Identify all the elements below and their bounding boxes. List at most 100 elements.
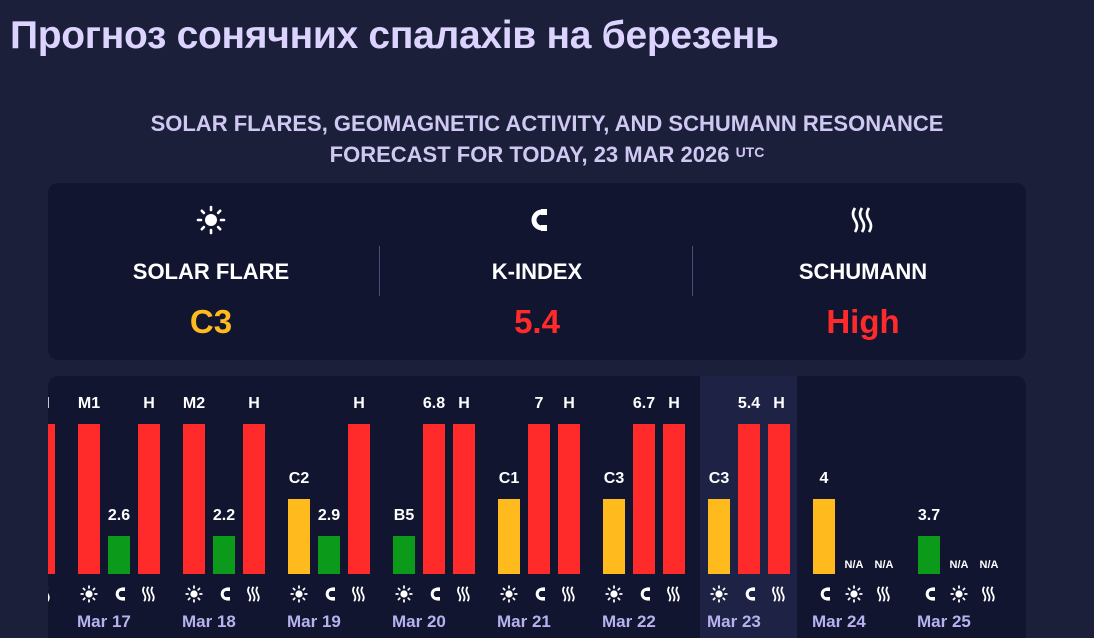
divider: [379, 246, 380, 296]
bar-value-label: C3: [708, 470, 730, 487]
forecast-day[interactable]: M2 2.2 H Mar 18: [153, 376, 265, 638]
magnet-icon: [423, 583, 445, 605]
waves-icon: [663, 583, 685, 605]
bar-value-label: 7: [534, 395, 544, 412]
forecast-bar: [528, 424, 550, 574]
not-available-label: N/A: [949, 559, 969, 571]
waves-icon: [453, 583, 475, 605]
forecast-day[interactable]: M1 2.6 H Mar 17: [48, 376, 160, 638]
waves-icon: [558, 583, 580, 605]
bar-value-label: M2: [182, 395, 206, 412]
bar-value-label: C2: [288, 470, 310, 487]
forecast-bar: [48, 424, 55, 574]
day-date-label: Mar 18: [182, 612, 236, 631]
forecast-bar: [603, 499, 625, 574]
forecast-bar: [213, 536, 235, 574]
day-date-label: Mar 20: [392, 612, 446, 631]
forecast-chart[interactable]: H M1 2.6 H Mar 17 M2 2.2 H Mar 18 C2 2.9 H Mar 19 B5 6…: [48, 376, 1026, 638]
summary-value: 5.4: [514, 303, 560, 340]
bar-value-label: C1: [498, 470, 520, 487]
bar-value-label: 6.7: [632, 395, 656, 412]
day-date-label: Mar 19: [287, 612, 341, 631]
sun-icon: [603, 583, 625, 605]
forecast-bar: [918, 536, 940, 574]
sun-icon: [948, 583, 970, 605]
bar-value-label: 5.4: [737, 395, 761, 412]
day-date-label: Mar 25: [917, 612, 971, 631]
magnet-icon: [813, 583, 835, 605]
forecast-bar: [558, 424, 580, 574]
day-date-label: Mar 22: [602, 612, 656, 631]
sun-icon: [708, 583, 730, 605]
bar-value-label: H: [458, 395, 470, 412]
forecast-day[interactable]: C2 2.9 H Mar 19: [258, 376, 370, 638]
waves-icon: [48, 583, 55, 605]
magnet-icon: [213, 583, 235, 605]
sun-icon: [498, 583, 520, 605]
waves-icon: [348, 583, 370, 605]
bar-value-label: 4: [819, 470, 829, 487]
forecast-day[interactable]: B5 6.8 H Mar 20: [363, 376, 475, 638]
sun-icon: [393, 583, 415, 605]
waves-icon: [243, 583, 265, 605]
forecast-bar: [108, 536, 130, 574]
magnet-icon: [318, 583, 340, 605]
bar-value-label: H: [353, 395, 365, 412]
bar-value-label: H: [143, 395, 155, 412]
not-available-label: N/A: [874, 559, 894, 571]
forecast-bar: [633, 424, 655, 574]
forecast-subtitle: SOLAR FLARES, GEOMAGNETIC ACTIVITY, AND …: [0, 108, 1094, 170]
waves-icon: [700, 205, 1026, 235]
bar-value-label: 6.8: [422, 395, 446, 412]
bar-value-label: H: [48, 395, 64, 413]
forecast-bar: [453, 424, 475, 574]
forecast-bar: [423, 424, 445, 574]
subtitle-line-2: FORECAST FOR TODAY, 23 MAR 2026 UTC: [0, 139, 1094, 170]
waves-icon: [873, 583, 895, 605]
bar-value-label: H: [563, 395, 575, 412]
bar-value-label: 2.6: [107, 507, 131, 524]
magnet-icon: [528, 583, 550, 605]
forecast-bar: [498, 499, 520, 574]
bar-value-label: H: [773, 395, 785, 412]
summary-value: C3: [189, 303, 233, 340]
bar-value-label: 3.7: [917, 507, 941, 524]
summary-value: High: [826, 303, 900, 340]
forecast-bar: [78, 424, 100, 574]
summary-solar-flare: SOLAR FLARE C3: [48, 183, 374, 360]
day-date-label: Mar 17: [77, 612, 131, 631]
magnet-icon: [738, 583, 760, 605]
day-date-label: Mar 21: [497, 612, 551, 631]
bar-value-label: H: [668, 395, 680, 412]
subtitle-line-1: SOLAR FLARES, GEOMAGNETIC ACTIVITY, AND …: [150, 111, 944, 136]
waves-icon: [138, 583, 160, 605]
forecast-day[interactable]: C1 7 H Mar 21: [468, 376, 580, 638]
bar-value-label: C3: [603, 470, 625, 487]
forecast-bar: [768, 424, 790, 574]
forecast-bar: [813, 499, 835, 574]
forecast-bar: [183, 424, 205, 574]
divider: [692, 246, 693, 296]
magnet-icon: [108, 583, 130, 605]
bar-value-label: 2.2: [212, 507, 236, 524]
today-summary-panel: SOLAR FLARE C3 K-INDEX 5.4 SCHUMANN High: [48, 183, 1026, 360]
forecast-bar: [708, 499, 730, 574]
forecast-day[interactable]: C3 5.4 H Mar 23: [678, 376, 790, 638]
sun-icon: [183, 583, 205, 605]
forecast-day[interactable]: 3.7 N/A N/A Mar 25: [888, 376, 998, 638]
timezone-label: UTC: [735, 144, 765, 160]
waves-icon: [768, 583, 790, 605]
page-title: Прогноз сонячних спалахів на березень: [10, 14, 779, 57]
summary-schumann: SCHUMANN High: [700, 183, 1026, 360]
sun-icon: [843, 583, 865, 605]
subtitle-date: FORECAST FOR TODAY, 23 MAR 2026: [329, 142, 730, 167]
forecast-bar: [243, 424, 265, 574]
bar-value-label: 2.9: [317, 507, 341, 524]
bar-value-label: B5: [393, 507, 415, 524]
not-available-label: N/A: [979, 559, 999, 571]
forecast-bar: [663, 424, 685, 574]
forecast-bar: [393, 536, 415, 574]
forecast-day[interactable]: 4 N/A N/A Mar 24: [783, 376, 893, 638]
forecast-day[interactable]: C3 6.7 H Mar 22: [573, 376, 685, 638]
sun-icon: [48, 205, 374, 235]
